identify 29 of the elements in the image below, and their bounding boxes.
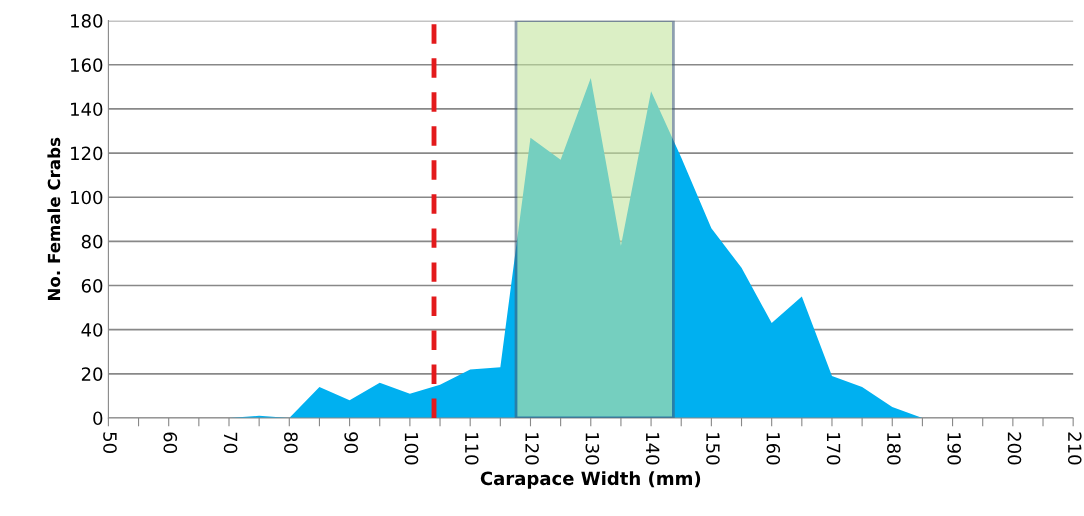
y-tick-label: 100 — [71, 190, 103, 205]
y-tick-label: 160 — [71, 58, 103, 72]
x-tick-label: 190 — [947, 433, 961, 465]
x-tick-label: 150 — [706, 433, 720, 465]
y-tick-label: 20 — [81, 367, 103, 381]
x-tick-label: 170 — [826, 433, 841, 465]
x-tick-label: 130 — [585, 433, 600, 465]
x-tick-label: 160 — [766, 433, 781, 465]
y-tick-label: 60 — [81, 278, 103, 293]
y-tick-label: 180 — [71, 14, 103, 28]
x-axis-title: Carapace Width (mm) — [480, 471, 701, 489]
y-axis-title: No. Female Crabs — [47, 137, 61, 301]
x-tick-label: 100 — [404, 433, 419, 465]
x-tick-label: 110 — [464, 433, 479, 465]
x-tick-label: 80 — [284, 432, 298, 453]
x-tick-label: 140 — [645, 433, 660, 465]
y-tick-label: 80 — [81, 234, 103, 249]
y-tick-label: 140 — [71, 102, 103, 117]
x-tick-label: 50 — [103, 432, 117, 453]
x-tick-label: 70 — [223, 432, 238, 453]
x-tick-label: 60 — [163, 432, 178, 453]
x-tick-label: 200 — [1007, 432, 1022, 465]
y-tick-label: 120 — [71, 146, 103, 161]
x-tick-label: 180 — [887, 433, 901, 465]
y-tick-label: 0 — [93, 411, 103, 426]
y-tick-label: 40 — [81, 323, 103, 337]
x-tick-label: 210 — [1067, 432, 1082, 465]
x-tick-label: 120 — [525, 433, 539, 465]
x-tick-label: 90 — [344, 432, 359, 453]
